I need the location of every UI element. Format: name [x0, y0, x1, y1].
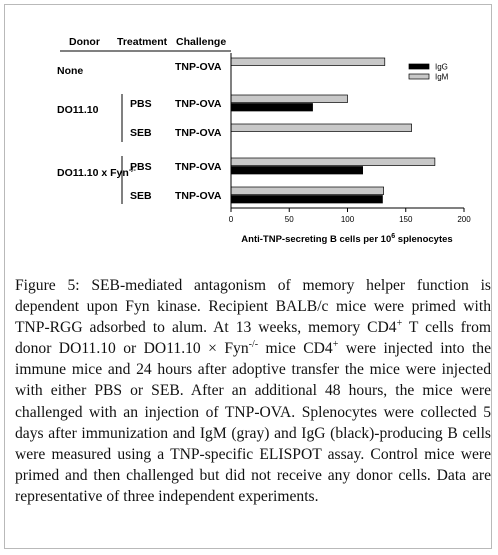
- caption-body: SEB-mediated antagonism of memory helper…: [15, 277, 492, 505]
- superscript: +: [332, 339, 339, 351]
- treatment-label: SEB: [130, 190, 152, 202]
- header-challenge: Challenge: [176, 36, 226, 48]
- x-tick-label: 0: [229, 215, 234, 224]
- treatment-label: PBS: [130, 98, 152, 110]
- x-tick-label: 50: [285, 215, 294, 224]
- bar-igm: [230, 123, 412, 132]
- table-header: Donor Treatment Challenge: [60, 36, 231, 52]
- challenge-label: TNP-OVA: [175, 98, 222, 110]
- legend-swatch-igg: [408, 63, 430, 70]
- x-axis-label: Anti-TNP-secreting B cells per 106 splen…: [241, 233, 452, 245]
- superscript: -/-: [248, 339, 259, 351]
- bar-igg: [230, 166, 363, 175]
- figure-caption: Figure 5: SEB-mediated antagonism of mem…: [15, 275, 491, 507]
- x-tick-label: 100: [341, 215, 355, 224]
- header-treatment: Treatment: [117, 36, 168, 48]
- bar-igm: [230, 157, 436, 166]
- challenge-label: TNP-OVA: [175, 127, 222, 139]
- figure-frame: Donor Treatment Challenge None TNP-OVA DO1…: [4, 4, 492, 549]
- challenge-label: TNP-OVA: [175, 190, 222, 202]
- legend-label-igg: IgG: [435, 63, 448, 72]
- legend-swatch-igm: [408, 73, 430, 80]
- bar-igm: [230, 57, 386, 66]
- header-donor: Donor: [69, 36, 100, 48]
- x-tick-label: 200: [457, 215, 471, 224]
- challenge-label: TNP-OVA: [175, 61, 222, 73]
- bar-igg: [230, 103, 313, 112]
- caption-label: Figure 5:: [15, 277, 80, 294]
- treatment-label: PBS: [130, 161, 152, 173]
- challenge-label: TNP-OVA: [175, 161, 222, 173]
- x-tick-label: 150: [399, 215, 413, 224]
- donor-label: None: [57, 65, 83, 77]
- superscript: +: [396, 318, 403, 329]
- bar-chart: Donor Treatment Challenge None TNP-OVA DO1…: [57, 36, 471, 245]
- legend-label-igm: IgM: [435, 73, 449, 82]
- treatment-label: SEB: [130, 127, 152, 139]
- bar-igm: [230, 186, 384, 195]
- donor-label: DO11.10 x Fyn-/-: [57, 165, 136, 179]
- donor-label: DO11.10: [57, 104, 99, 116]
- bar-igm: [230, 94, 348, 103]
- bar-igg: [230, 195, 383, 204]
